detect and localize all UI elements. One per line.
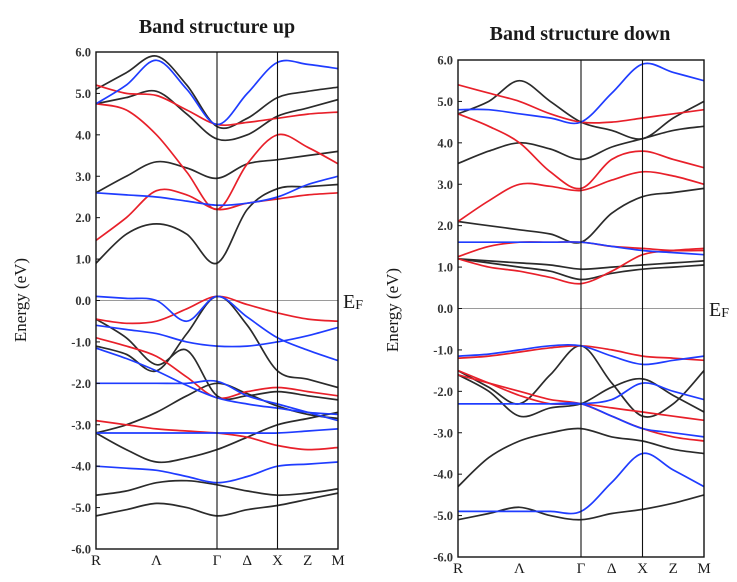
y-tick-label: -1.0 xyxy=(71,335,91,349)
y-tick-label: 3.0 xyxy=(437,178,453,192)
fermi-label-e: E xyxy=(343,291,355,313)
y-axis-label: Energy (eV) xyxy=(11,258,30,342)
y-tick-label: 0.0 xyxy=(437,302,453,316)
band-structure-down-panel: Band structure down Energy (eV) 6.0 5.0 4.0 3… xyxy=(383,23,729,577)
y-tick-label: 1.0 xyxy=(437,261,453,275)
fermi-level-label: EF xyxy=(343,291,363,313)
y-axis-label: Energy (eV) xyxy=(383,268,402,352)
kpoint-label: R xyxy=(91,553,101,569)
fermi-level-label: EF xyxy=(709,299,729,321)
y-tick-label: 6.0 xyxy=(437,54,453,68)
y-tick-label: -6.0 xyxy=(71,543,91,557)
fermi-label-sub: F xyxy=(721,306,729,321)
y-tick-label: 3.0 xyxy=(75,170,91,184)
kpoint-label: Λ xyxy=(514,561,525,577)
kpoint-label: Λ xyxy=(151,553,162,569)
kpoint-label: Γ xyxy=(577,561,586,577)
fermi-label-e: E xyxy=(709,299,721,321)
y-tick-label: -5.0 xyxy=(433,509,453,523)
kpoint-label: Z xyxy=(303,553,312,569)
y-tick-label: -4.0 xyxy=(71,460,91,474)
y-tick-label: 2.0 xyxy=(437,219,453,233)
y-tick-label: -3.0 xyxy=(71,418,91,432)
fermi-label-sub: F xyxy=(355,298,363,313)
y-tick-label: -3.0 xyxy=(433,426,453,440)
y-tick-label: 0.0 xyxy=(75,294,91,308)
kpoint-label: Γ xyxy=(213,553,222,569)
y-tick-label: -6.0 xyxy=(433,551,453,565)
kpoint-label: R xyxy=(453,561,463,577)
kpoint-label: Δ xyxy=(607,561,617,577)
panel-title: Band structure up xyxy=(139,16,295,38)
y-tick-label: -2.0 xyxy=(71,377,91,391)
kpoint-label: Δ xyxy=(242,553,252,569)
kpoint-label: M xyxy=(697,561,710,577)
y-tick-label: 5.0 xyxy=(75,87,91,101)
kpoint-label: X xyxy=(272,553,283,569)
panel-title: Band structure down xyxy=(490,23,671,45)
y-tick-label: -4.0 xyxy=(433,468,453,482)
band-structure-up-panel: Band structure up Energy (eV) 6.0 5.0 4.0 3.0… xyxy=(11,16,363,569)
y-tick-label: 1.0 xyxy=(75,253,91,267)
kpoint-label: M xyxy=(331,553,344,569)
y-tick-label: 6.0 xyxy=(75,46,91,60)
y-tick-label: 4.0 xyxy=(75,128,91,142)
y-tick-label: -5.0 xyxy=(71,501,91,515)
y-tick-label: -2.0 xyxy=(433,385,453,399)
y-tick-label: 5.0 xyxy=(437,95,453,109)
kpoint-label: Z xyxy=(669,561,678,577)
y-tick-label: 4.0 xyxy=(437,136,453,150)
kpoint-label: X xyxy=(637,561,648,577)
y-tick-label: 2.0 xyxy=(75,211,91,225)
y-tick-label: -1.0 xyxy=(433,343,453,357)
